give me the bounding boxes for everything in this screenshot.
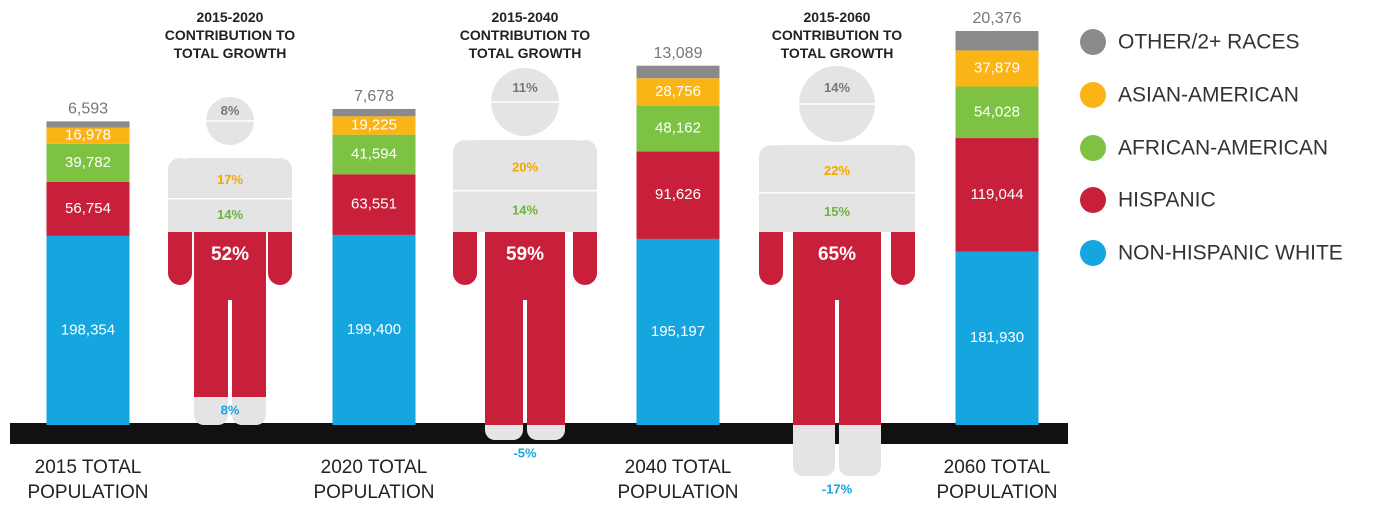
- bar-segment: [636, 65, 720, 79]
- percent-label: 14%: [512, 203, 538, 218]
- figure-asian: [759, 145, 915, 193]
- bar-segment: [636, 78, 720, 106]
- value-label: 6,593: [68, 101, 108, 118]
- value-label: 28,756: [655, 83, 701, 100]
- percent-label: -5%: [513, 445, 537, 460]
- bar-segment: [332, 116, 416, 135]
- value-label: 16,978: [65, 127, 111, 144]
- bar-segment: [955, 50, 1039, 87]
- value-label: 199,400: [347, 321, 401, 338]
- value-label: 41,594: [351, 145, 397, 162]
- figure-asian: [168, 158, 292, 199]
- bar-segment: [46, 181, 130, 236]
- figure-title: 2015-2040 CONTRIBUTION TO TOTAL GROWTH: [459, 9, 591, 61]
- value-label: 20,376: [973, 10, 1022, 27]
- bar-segment: [955, 251, 1039, 425]
- value-label: 48,162: [655, 120, 701, 137]
- legend-swatch: [1080, 135, 1106, 161]
- legend-label: AFRICAN-AMERICAN: [1118, 137, 1328, 160]
- value-label: 119,044: [970, 186, 1023, 203]
- percent-label: 8%: [221, 103, 240, 118]
- value-label: 37,879: [974, 59, 1020, 76]
- bar-segment: [955, 138, 1039, 252]
- percent-label: 22%: [824, 163, 850, 178]
- legend-label: NON-HISPANIC WHITE: [1118, 242, 1343, 265]
- category-label: 2020 TOTAL POPULATION: [313, 457, 435, 503]
- value-label: 198,354: [61, 321, 115, 338]
- value-label: 39,782: [65, 154, 111, 171]
- percent-label: 17%: [217, 172, 243, 187]
- legend-label: OTHER/2+ RACES: [1118, 31, 1299, 54]
- percent-label: 65%: [818, 244, 856, 265]
- percent-label: 14%: [824, 80, 850, 95]
- category-label: 2015 TOTAL POPULATION: [27, 457, 149, 503]
- percent-label: 8%: [221, 402, 240, 417]
- figure-african: [759, 192, 915, 232]
- bar-segment: [955, 86, 1039, 139]
- bar-segment: [46, 143, 130, 182]
- legend-label: ASIAN-AMERICAN: [1118, 84, 1299, 107]
- figure-title: 2015-2020 CONTRIBUTION TO TOTAL GROWTH: [164, 9, 296, 61]
- bar-segment: [332, 134, 416, 175]
- figure: [759, 66, 915, 476]
- bar-segment: [46, 235, 130, 425]
- figure-title: 2015-2060 CONTRIBUTION TO TOTAL GROWTH: [771, 9, 903, 61]
- percent-label: 14%: [217, 207, 243, 222]
- figure-african: [168, 198, 292, 232]
- value-label: 63,551: [351, 196, 397, 213]
- bar-segment: [332, 174, 416, 235]
- percent-label: 59%: [506, 244, 544, 265]
- value-label: 7,678: [354, 88, 394, 105]
- legend-swatch: [1080, 187, 1106, 213]
- category-label: 2040 TOTAL POPULATION: [617, 457, 739, 503]
- value-label: 181,930: [970, 329, 1024, 346]
- bar-segment: [955, 31, 1039, 51]
- bar-segment: [332, 234, 416, 425]
- value-label: 56,754: [65, 200, 111, 217]
- percent-label: 52%: [211, 244, 249, 265]
- figure-african: [453, 190, 597, 232]
- bar-segment: [46, 127, 130, 144]
- legend-swatch: [1080, 240, 1106, 266]
- legend-swatch: [1080, 29, 1106, 55]
- value-label: 54,028: [974, 103, 1020, 120]
- value-label: 91,626: [655, 186, 701, 203]
- value-label: 13,089: [654, 45, 703, 62]
- value-label: 19,225: [351, 116, 397, 133]
- percent-label: -17%: [822, 481, 853, 496]
- category-label: 2060 TOTAL POPULATION: [936, 457, 1058, 503]
- legend-label: HISPANIC: [1118, 189, 1216, 212]
- bar-segment: [636, 105, 720, 152]
- bar-segment: [636, 151, 720, 239]
- percent-label: 20%: [512, 159, 538, 174]
- percent-label: 15%: [824, 204, 850, 219]
- bar-segment: [46, 121, 130, 128]
- figure-asian: [453, 140, 597, 191]
- value-label: 195,197: [651, 323, 705, 340]
- legend-swatch: [1080, 82, 1106, 108]
- bar-segment: [636, 238, 720, 425]
- percent-label: 11%: [512, 80, 538, 95]
- bar-segment: [332, 108, 416, 117]
